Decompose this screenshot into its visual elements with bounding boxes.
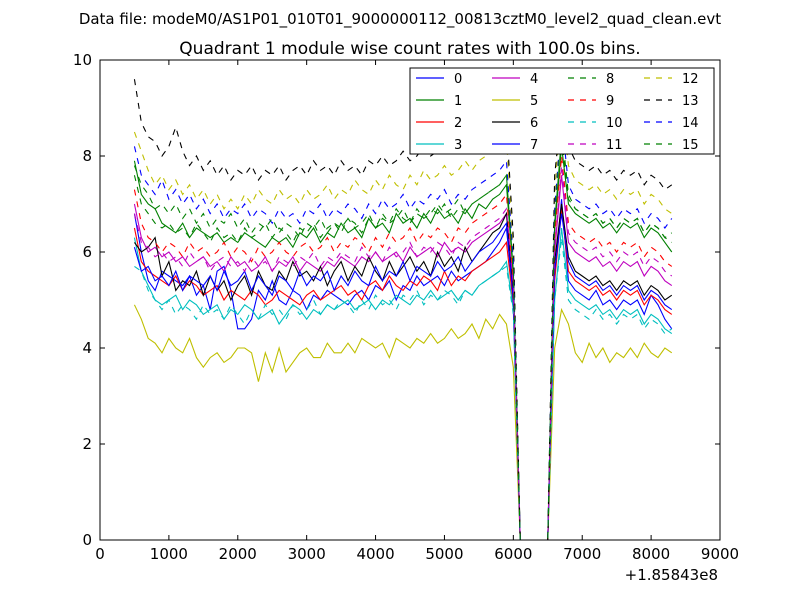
x-tick-label: 1000	[150, 545, 188, 563]
legend-label-12: 12	[682, 72, 699, 87]
series-line-5	[133, 304, 673, 540]
legend-label-5: 5	[530, 94, 538, 109]
legend-label-15: 15	[682, 138, 699, 153]
legend-label-1: 1	[454, 94, 462, 109]
legend-label-6: 6	[530, 116, 538, 131]
legend-label-13: 13	[682, 94, 699, 109]
suptitle: Data file: modeM0/AS1P01_010T01_90000001…	[79, 10, 721, 29]
x-tick-label: 4000	[356, 545, 394, 563]
x-tick-label: 9000	[701, 545, 739, 563]
y-tick-label: 10	[73, 51, 92, 69]
chart-title: Quadrant 1 module wise count rates with …	[179, 39, 640, 59]
series-line-14	[133, 117, 673, 540]
x-tick-label: 6000	[494, 545, 532, 563]
series-line-10	[134, 237, 673, 540]
x-tick-label: 3000	[288, 545, 326, 563]
series-line-12	[133, 98, 673, 540]
series-line-8	[133, 136, 673, 540]
legend-label-8: 8	[606, 72, 614, 87]
legend-label-3: 3	[454, 138, 462, 153]
series-line-7	[133, 213, 673, 540]
legend-label-11: 11	[606, 138, 623, 153]
series-line-11	[133, 165, 673, 540]
series-line-13	[133, 79, 673, 540]
x-offset-label: +1.85843e8	[625, 566, 718, 584]
plot-frame	[99, 59, 721, 541]
legend-label-9: 9	[606, 94, 614, 109]
series-line-9	[133, 155, 673, 540]
x-tick-label: 0	[95, 545, 105, 563]
legend-label-7: 7	[530, 138, 538, 153]
series-line-15	[133, 127, 673, 540]
y-tick-label: 2	[82, 435, 92, 453]
y-tick-label: 0	[82, 531, 92, 549]
legend-label-10: 10	[606, 116, 623, 131]
y-tick-label: 8	[82, 147, 92, 165]
plot-area: 0 1000 2000 3000 4000 5000 6000 7000 8000 9000 0 2…	[73, 51, 739, 584]
x-axis: 0 1000 2000 3000 4000 5000 6000 7000 8000 9000	[95, 60, 739, 563]
y-tick-label: 4	[82, 339, 92, 357]
y-tick-label: 6	[82, 243, 92, 261]
series-group	[133, 79, 673, 540]
legend-frame	[409, 67, 715, 155]
x-tick-label: 7000	[563, 545, 601, 563]
legend-label-14: 14	[682, 116, 699, 131]
legend-label-0: 0	[454, 72, 462, 87]
series-line-2	[133, 208, 673, 540]
series-line-0	[133, 199, 673, 540]
series-line-6	[133, 203, 673, 540]
legend-label-4: 4	[530, 72, 538, 87]
legend-label-2: 2	[454, 116, 462, 131]
x-tick-label: 5000	[425, 545, 463, 563]
x-tick-label: 8000	[632, 545, 670, 563]
x-tick-label: 2000	[219, 545, 257, 563]
